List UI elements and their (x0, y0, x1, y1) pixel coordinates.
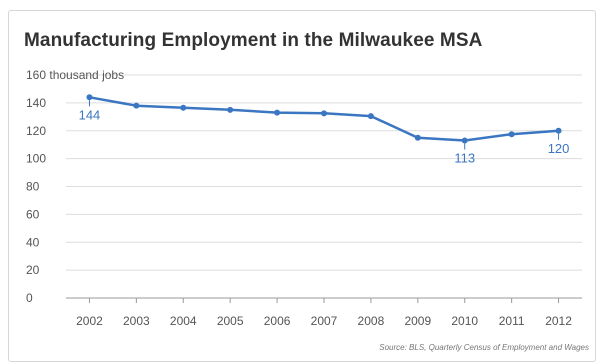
y-tick-label: 20 (26, 263, 40, 277)
y-tick-label: 60 (26, 207, 40, 221)
x-tick-label: 2008 (358, 314, 385, 328)
data-label: 113 (454, 151, 475, 166)
y-tick-label-top: 160 thousand jobs (26, 68, 124, 82)
data-point (274, 110, 280, 116)
y-tick-label: 100 (26, 152, 46, 166)
source-note: Source: BLS, Quarterly Census of Employm… (379, 343, 589, 352)
x-tick-label: 2005 (217, 314, 244, 328)
x-tick-label: 2011 (499, 314, 525, 328)
y-tick-label: 140 (26, 96, 46, 110)
y-tick-label: 0 (26, 291, 33, 305)
data-label: 144 (79, 107, 101, 122)
data-point (133, 103, 139, 109)
x-tick-label: 2006 (264, 314, 291, 328)
data-label: 120 (548, 141, 570, 156)
data-point (368, 113, 374, 119)
data-point (180, 105, 186, 111)
x-tick-label: 2003 (123, 314, 150, 328)
x-tick-label: 2002 (76, 314, 103, 328)
x-tick-label: 2010 (451, 314, 478, 328)
data-point (462, 138, 468, 144)
x-tick-label: 2007 (311, 314, 338, 328)
y-tick-label: 120 (26, 124, 46, 138)
data-point (227, 107, 233, 113)
y-tick-label: 40 (26, 235, 40, 249)
data-point (86, 94, 92, 100)
y-tick-label: 80 (26, 180, 40, 194)
data-point (509, 131, 515, 137)
data-point (415, 135, 421, 141)
data-point (556, 128, 562, 134)
series-line (90, 97, 559, 140)
x-tick-label: 2012 (545, 314, 572, 328)
x-tick-label: 2009 (404, 314, 431, 328)
x-tick-label: 2004 (170, 314, 197, 328)
data-point (321, 110, 327, 116)
